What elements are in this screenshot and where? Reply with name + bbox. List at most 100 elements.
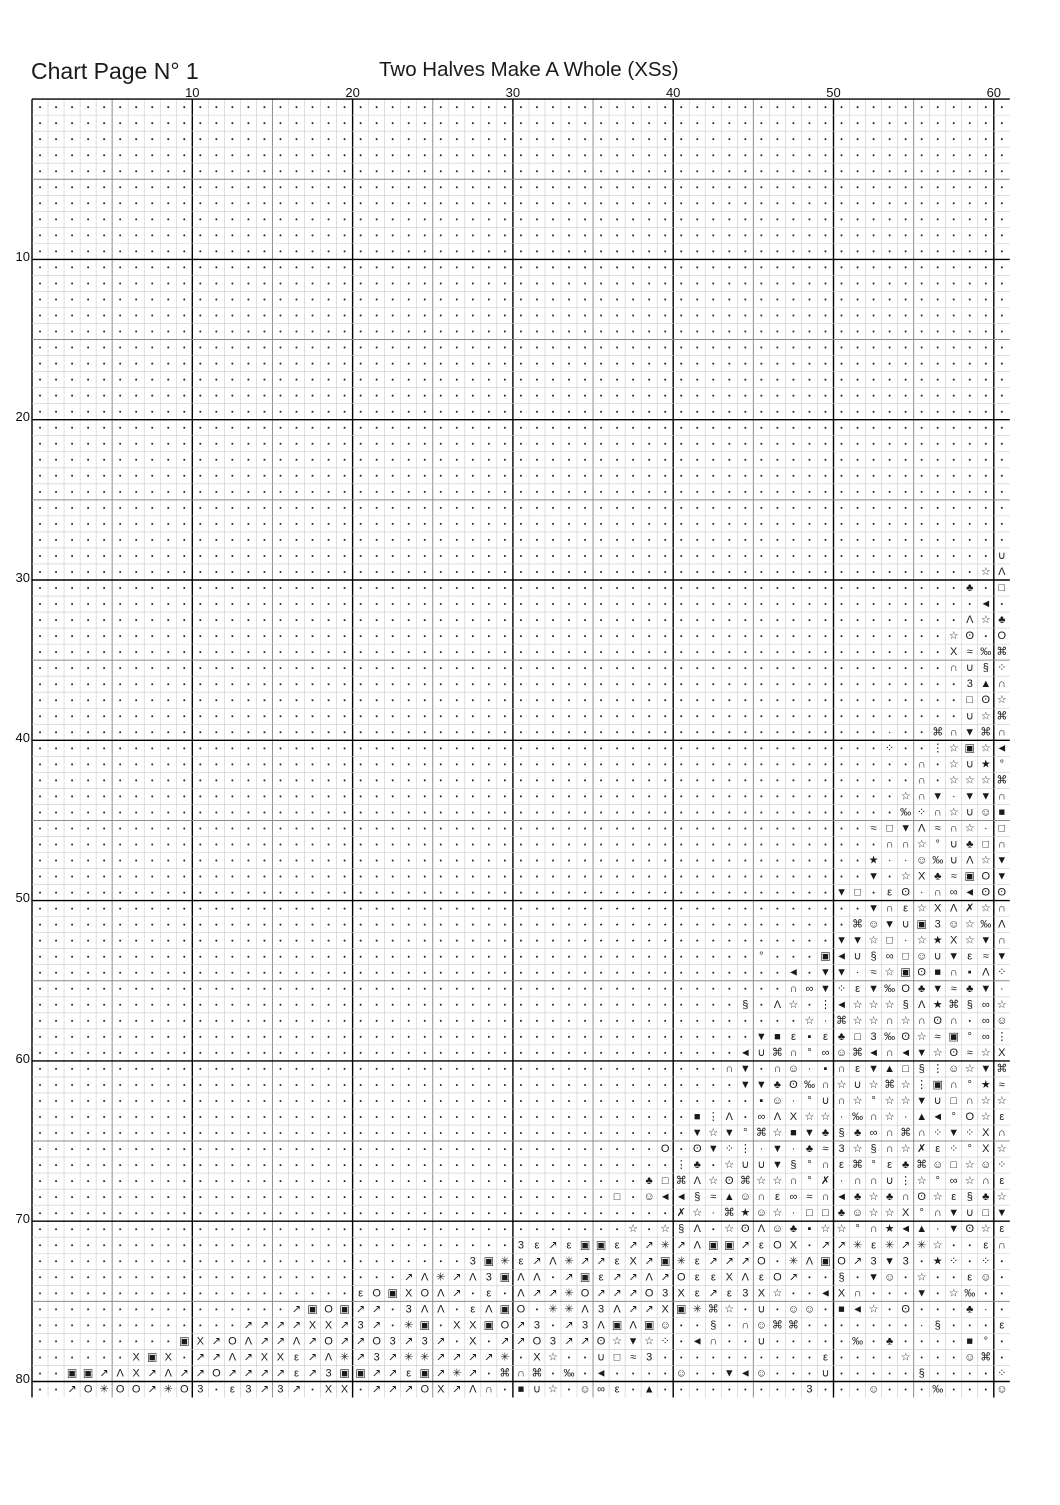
svg-text:■: ■ bbox=[790, 1127, 797, 1139]
svg-text:▼: ▼ bbox=[964, 790, 975, 802]
svg-text:⌘: ⌘ bbox=[852, 1159, 863, 1171]
svg-text:▼: ▼ bbox=[948, 1207, 959, 1219]
svg-text:X: X bbox=[838, 1287, 846, 1299]
svg-text:▼: ▼ bbox=[980, 935, 991, 947]
svg-text:✳: ✳ bbox=[564, 1255, 573, 1267]
svg-text:3: 3 bbox=[486, 1271, 492, 1283]
svg-text:∙: ∙ bbox=[936, 1223, 939, 1235]
svg-text:▼: ▼ bbox=[868, 1271, 879, 1283]
svg-text:☺: ☺ bbox=[756, 1319, 767, 1331]
svg-text:☆: ☆ bbox=[997, 999, 1007, 1011]
svg-text:↗: ↗ bbox=[180, 1367, 189, 1379]
svg-text:☺: ☺ bbox=[788, 1303, 799, 1315]
svg-text:☆: ☆ bbox=[612, 1335, 622, 1347]
svg-text:O: O bbox=[901, 983, 910, 995]
svg-text:☆: ☆ bbox=[853, 1015, 863, 1027]
svg-text:§: § bbox=[983, 662, 989, 674]
svg-text:☆: ☆ bbox=[901, 871, 911, 883]
svg-text:▼: ▼ bbox=[948, 1127, 959, 1139]
svg-text:▼: ▼ bbox=[996, 1207, 1007, 1219]
svg-text:☆: ☆ bbox=[853, 999, 863, 1011]
svg-text:☺: ☺ bbox=[836, 1047, 847, 1059]
svg-text:□: □ bbox=[902, 951, 909, 963]
svg-text:▣: ▣ bbox=[484, 1255, 494, 1267]
svg-text:∩: ∩ bbox=[886, 1127, 894, 1139]
svg-text:3: 3 bbox=[518, 1239, 524, 1251]
svg-text:O: O bbox=[324, 1303, 333, 1315]
svg-text:∞: ∞ bbox=[950, 887, 958, 899]
svg-text:↗: ↗ bbox=[821, 1239, 830, 1251]
svg-text:☺: ☺ bbox=[964, 1351, 975, 1363]
svg-text:↗: ↗ bbox=[629, 1239, 638, 1251]
svg-text:☆: ☆ bbox=[917, 935, 927, 947]
svg-text:ε: ε bbox=[967, 1271, 972, 1283]
svg-text:■: ■ bbox=[934, 967, 941, 979]
svg-text:☺: ☺ bbox=[980, 1271, 991, 1283]
svg-text:⌘: ⌘ bbox=[788, 1319, 799, 1331]
svg-text:∙: ∙ bbox=[984, 822, 987, 834]
svg-text:3: 3 bbox=[871, 1255, 877, 1267]
svg-text:∩: ∩ bbox=[854, 1287, 862, 1299]
svg-text:ε: ε bbox=[855, 1063, 860, 1075]
svg-text:✳: ✳ bbox=[436, 1271, 445, 1283]
svg-text:▼: ▼ bbox=[948, 1223, 959, 1235]
svg-text:X: X bbox=[790, 1239, 798, 1251]
svg-text:Λ: Λ bbox=[437, 1303, 445, 1315]
svg-text:O: O bbox=[420, 1287, 429, 1299]
svg-text:°: ° bbox=[984, 1335, 988, 1347]
svg-text:ε: ε bbox=[615, 1255, 620, 1267]
svg-text:↗: ↗ bbox=[436, 1367, 445, 1379]
svg-text:✳: ✳ bbox=[917, 1239, 926, 1251]
svg-text:↗: ↗ bbox=[340, 1319, 349, 1331]
svg-text:☺: ☺ bbox=[772, 1095, 783, 1107]
svg-text:☆: ☆ bbox=[772, 1175, 782, 1187]
svg-text:∩: ∩ bbox=[822, 1079, 830, 1091]
svg-text:☆: ☆ bbox=[997, 694, 1007, 706]
svg-text:ʘ: ʘ bbox=[933, 1015, 942, 1027]
svg-text:▼: ▼ bbox=[724, 1127, 735, 1139]
svg-text:ε: ε bbox=[967, 951, 972, 963]
svg-text:∪: ∪ bbox=[902, 919, 910, 931]
svg-text:∩: ∩ bbox=[870, 1223, 878, 1235]
svg-text:°: ° bbox=[743, 1127, 747, 1139]
svg-text:∙: ∙ bbox=[952, 790, 955, 802]
svg-text:⁘: ⁘ bbox=[965, 1127, 974, 1139]
svg-text:▣: ▣ bbox=[339, 1303, 349, 1315]
svg-text:O: O bbox=[773, 1271, 782, 1283]
svg-text:↗: ↗ bbox=[468, 1367, 477, 1379]
svg-text:3: 3 bbox=[742, 1287, 748, 1299]
svg-text:3: 3 bbox=[325, 1367, 331, 1379]
svg-text:ε: ε bbox=[935, 1143, 940, 1155]
svg-text:⌘: ⌘ bbox=[948, 999, 959, 1011]
svg-text:↗: ↗ bbox=[645, 1239, 654, 1251]
svg-text:↗: ↗ bbox=[340, 1335, 349, 1347]
svg-text:X: X bbox=[197, 1335, 205, 1347]
svg-text:☆: ☆ bbox=[853, 1095, 863, 1107]
svg-text:Λ: Λ bbox=[966, 614, 974, 626]
svg-text:◄: ◄ bbox=[596, 1367, 607, 1379]
svg-text:Λ: Λ bbox=[165, 1367, 173, 1379]
svg-text:ʘ: ʘ bbox=[901, 887, 910, 899]
svg-text:ε: ε bbox=[695, 1287, 700, 1299]
svg-text:↗: ↗ bbox=[612, 1271, 621, 1283]
svg-text:∩: ∩ bbox=[789, 1047, 797, 1059]
svg-text:☺: ☺ bbox=[916, 855, 927, 867]
svg-text:☆: ☆ bbox=[933, 1047, 943, 1059]
svg-text:∞: ∞ bbox=[870, 1127, 878, 1139]
svg-text:3: 3 bbox=[598, 1303, 604, 1315]
svg-text:☆: ☆ bbox=[901, 1079, 911, 1091]
svg-text:↗: ↗ bbox=[468, 1351, 477, 1363]
svg-text:≈: ≈ bbox=[822, 1143, 828, 1155]
svg-text:≈: ≈ bbox=[871, 967, 877, 979]
svg-text:☆: ☆ bbox=[917, 1031, 927, 1043]
svg-text:O: O bbox=[757, 1255, 766, 1267]
svg-text:‰: ‰ bbox=[964, 1287, 975, 1299]
svg-text:↗: ↗ bbox=[212, 1335, 221, 1347]
svg-text:∪: ∪ bbox=[757, 1047, 765, 1059]
svg-text:⌘: ⌘ bbox=[772, 1319, 783, 1331]
svg-text:°: ° bbox=[935, 839, 939, 851]
svg-text:°: ° bbox=[855, 1223, 859, 1235]
svg-text:↗: ↗ bbox=[308, 1351, 317, 1363]
svg-text:O: O bbox=[212, 1367, 221, 1379]
svg-text:↗: ↗ bbox=[372, 1319, 381, 1331]
